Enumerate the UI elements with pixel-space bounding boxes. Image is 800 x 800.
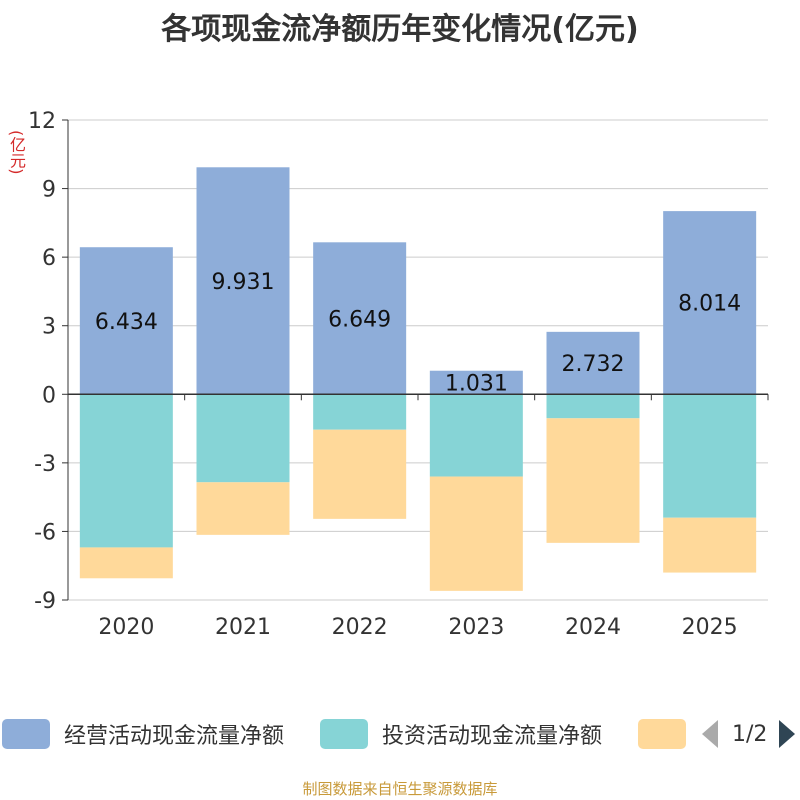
x-category-label: 2020 [98,615,154,640]
bar-financing-2023 [429,476,523,591]
bar-operating-2024 [546,331,640,395]
y-tick-label: 0 [42,383,56,408]
bar-investing-2025 [663,394,757,518]
bar-operating-2025 [663,211,757,395]
bar-operating-2021 [196,167,290,395]
x-category-label: 2023 [448,615,504,640]
bar-data-label: 1.031 [445,372,508,397]
y-tick-label: 3 [42,315,56,340]
bar-data-label: 6.649 [328,307,391,332]
y-tick-label: 12 [28,109,56,134]
y-tick-label: 9 [42,178,56,203]
bar-financing-2025 [663,517,757,573]
legend-item-financing[interactable] [638,718,700,750]
bar-financing-2021 [196,482,290,535]
y-tick-label: -6 [34,520,56,545]
legend-page-indicator: 1/2 [732,721,768,747]
chart-title: 各项现金流净额历年变化情况(亿元) [161,12,639,47]
bar-financing-2022 [313,429,407,519]
bar-financing-2020 [79,547,173,579]
legend-swatch-operating [2,719,50,749]
legend-swatch-investing [320,719,368,749]
x-category-label: 2021 [215,615,271,640]
y-axis-unit-label: (亿元) [7,129,26,175]
y-tick-label: -9 [34,589,56,614]
x-category-label: 2022 [332,615,388,640]
bar-data-label: 8.014 [678,292,741,317]
bar-data-label: 9.931 [212,270,275,295]
y-tick-label: -3 [34,452,56,477]
bar-operating-2020 [79,247,173,395]
bar-investing-2022 [313,394,407,430]
x-category-label: 2025 [682,615,738,640]
legend-label-investing: 投资活动现金流量净额 [382,724,603,749]
x-category-label: 2024 [565,615,621,640]
bar-data-label: 6.434 [95,310,158,335]
bar-investing-2021 [196,394,290,483]
legend-prev-arrow-icon[interactable] [702,720,718,748]
bar-investing-2020 [79,394,173,548]
bar-financing-2024 [546,418,640,543]
bar-data-label: 2.732 [562,352,625,377]
bar-investing-2023 [429,394,523,477]
bar-operating-2023 [429,370,523,395]
bar-operating-2022 [313,242,407,395]
legend-swatch-financing [638,719,686,749]
footer-source: 制图数据来自恒生聚源数据库 [302,780,498,798]
legend-item-investing[interactable]: 投资活动现金流量净额 [320,718,602,750]
y-tick-label: 6 [42,246,56,271]
legend-item-operating[interactable]: 经营活动现金流量净额 [2,718,284,750]
legend-pager: 1/2 [700,718,800,750]
legend-next-arrow-icon[interactable] [779,720,796,748]
legend-label-operating: 经营活动现金流量净额 [64,724,285,749]
bar-investing-2024 [546,394,640,419]
